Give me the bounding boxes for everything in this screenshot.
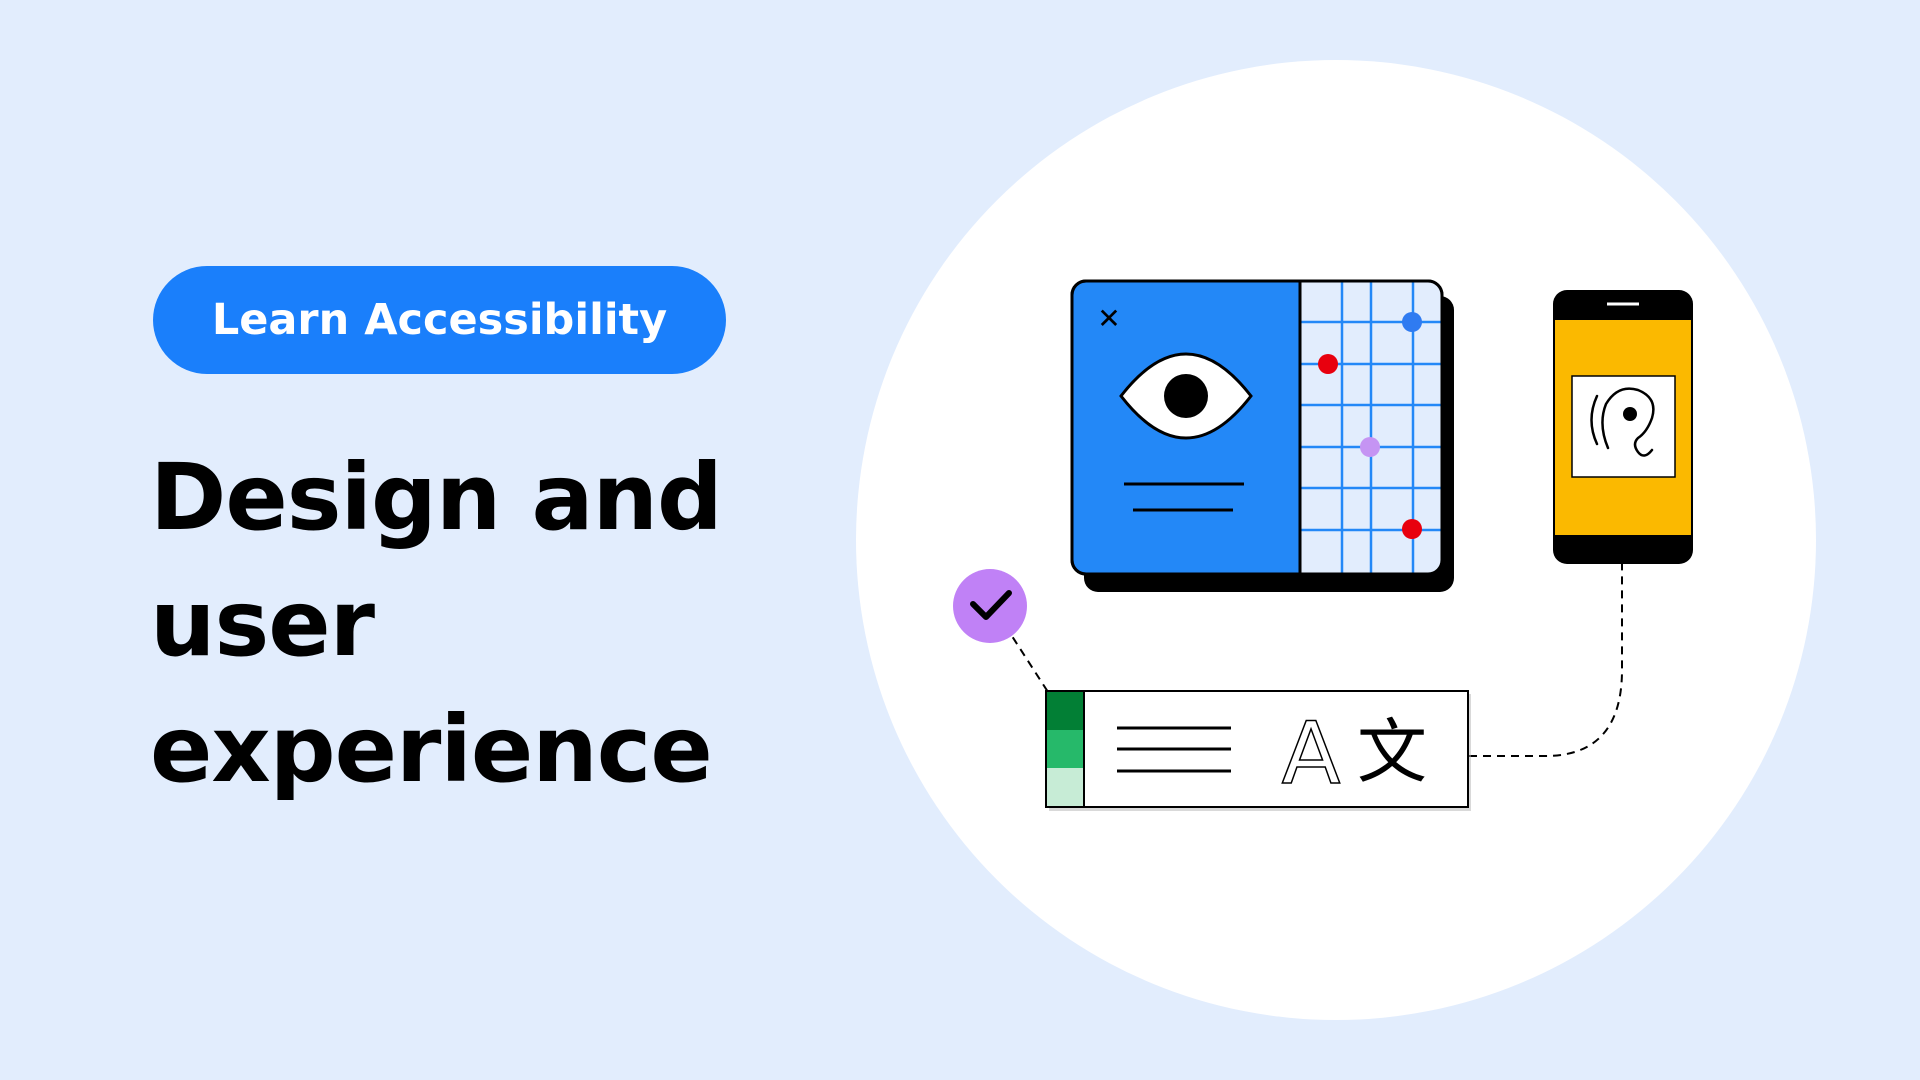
grid-point-red-2 [1402,519,1422,539]
window-card: ✕ [1070,279,1454,592]
learn-accessibility-badge[interactable]: Learn Accessibility [153,266,726,374]
close-icon[interactable]: ✕ [1097,302,1120,335]
checkmark-icon [953,569,1027,643]
translate-icon: A 文 [1281,703,1427,805]
title-line-1: Design and [150,444,723,551]
ear-tile [1571,375,1676,478]
contrast-swatch-dark [1047,692,1084,730]
translate-glyph-latin: A [1282,704,1341,804]
contrast-swatch-mid [1047,730,1084,768]
title-line-2: user [150,570,375,677]
translate-glyph-cjk: 文 [1357,711,1427,793]
connector-bar-to-phone [1469,564,1623,757]
ear-icon [1590,387,1655,457]
eye-icon [1119,352,1253,440]
badge-label: Learn Accessibility [211,295,668,345]
grid-point-blue [1402,312,1422,332]
window-outline [1070,279,1444,576]
translation-bar: A 文 [1045,690,1471,811]
translation-bar-frame [1045,690,1469,808]
grid-point-lilac [1360,437,1380,457]
page-title: Design and user experience [150,435,770,813]
phone-device [1553,290,1693,564]
title-line-3: experience [150,696,713,803]
grid-point-red [1318,354,1338,374]
contrast-swatch-light [1047,768,1084,806]
checkmark-circle [953,569,1027,643]
